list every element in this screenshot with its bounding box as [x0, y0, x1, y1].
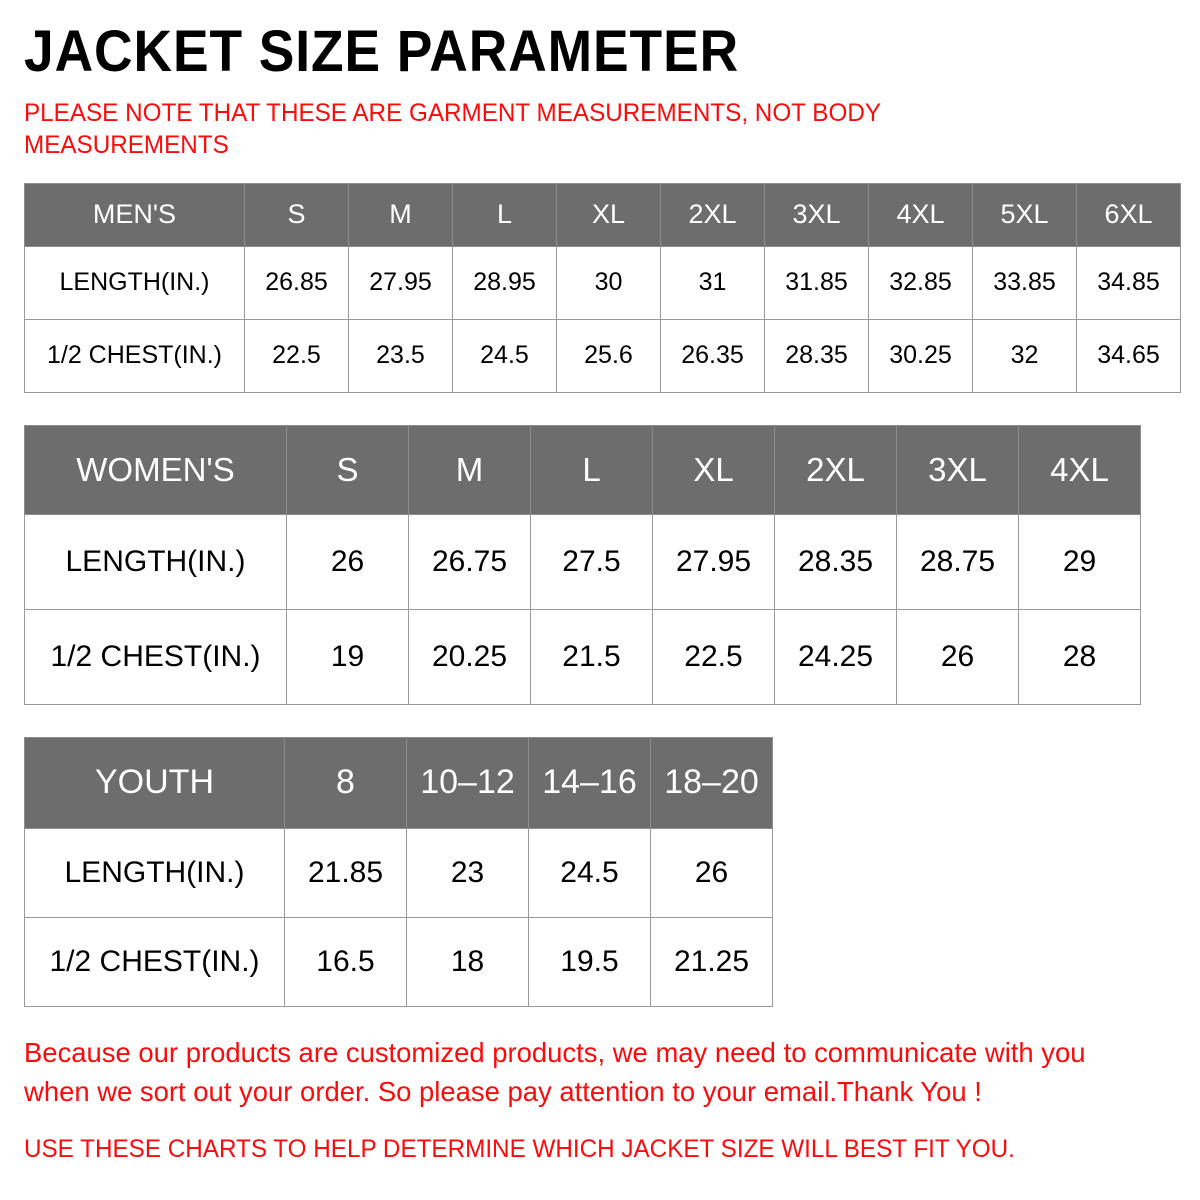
youth-header-size-14-16: 14–16 [528, 736, 651, 829]
womens-size-table: WOMEN'S S M L XL 2XL 3XL 4XL LENGTH(IN.)… [24, 424, 1141, 705]
womens-header-size-s: S [286, 424, 409, 515]
womens-table-header: WOMEN'S S M L XL 2XL 3XL 4XL [24, 424, 1141, 515]
table-cell: 30 [556, 245, 661, 320]
mens-table-header: MEN'S S M L XL 2XL 3XL 4XL 5XL 6XL [24, 182, 1181, 247]
mens-header-size-m: M [348, 182, 453, 247]
table-row: LENGTH(IN.) 26.85 27.95 28.95 30 31 31.8… [24, 245, 1181, 320]
table-cell: 21.85 [284, 827, 407, 918]
table-cell: 20.25 [408, 608, 531, 705]
mens-header-size-xl: XL [556, 182, 661, 247]
youth-table-header: YOUTH 8 10–12 14–16 18–20 [24, 736, 773, 829]
customization-note: Because our products are customized prod… [24, 1036, 1086, 1108]
table-header-row: MEN'S S M L XL 2XL 3XL 4XL 5XL 6XL [24, 182, 1181, 247]
womens-header-size-4xl: 4XL [1018, 424, 1141, 515]
table-cell: 19 [286, 608, 409, 705]
womens-header-size-2xl: 2XL [774, 424, 897, 515]
mens-header-size-s: S [244, 182, 349, 247]
mens-header-size-6xl: 6XL [1076, 182, 1181, 247]
garment-measurement-notice: PLEASE NOTE THAT THESE ARE GARMENT MEASU… [24, 98, 881, 159]
table-row: LENGTH(IN.) 26 26.75 27.5 27.95 28.35 28… [24, 513, 1141, 610]
table-cell: 27.5 [530, 513, 653, 610]
youth-row-label-half-chest: 1/2 CHEST(IN.) [24, 916, 285, 1007]
table-cell: 23.5 [348, 318, 453, 393]
youth-header-size-10-12: 10–12 [406, 736, 529, 829]
youth-size-table: YOUTH 8 10–12 14–16 18–20 LENGTH(IN.) 21… [24, 736, 773, 1007]
footer-notes: Because our products are customized prod… [24, 1033, 1176, 1166]
mens-size-table: MEN'S S M L XL 2XL 3XL 4XL 5XL 6XL LENGT… [24, 182, 1181, 393]
table-cell: 29 [1018, 513, 1141, 610]
table-cell: 23 [406, 827, 529, 918]
womens-header-size-3xl: 3XL [896, 424, 1019, 515]
table-row: 1/2 CHEST(IN.) 19 20.25 21.5 22.5 24.25 … [24, 608, 1141, 705]
table-cell: 27.95 [652, 513, 775, 610]
table-cell: 26 [650, 827, 773, 918]
table-cell: 26 [896, 608, 1019, 705]
youth-row-label-length: LENGTH(IN.) [24, 827, 285, 918]
table-cell: 22.5 [244, 318, 349, 393]
table-cell: 22.5 [652, 608, 775, 705]
table-cell: 18 [406, 916, 529, 1007]
table-cell: 32 [972, 318, 1077, 393]
table-cell: 21.25 [650, 916, 773, 1007]
womens-row-label-half-chest: 1/2 CHEST(IN.) [24, 608, 287, 705]
table-row: LENGTH(IN.) 21.85 23 24.5 26 [24, 827, 773, 918]
mens-header-size-2xl: 2XL [660, 182, 765, 247]
womens-row-label-length: LENGTH(IN.) [24, 513, 287, 610]
table-cell: 33.85 [972, 245, 1077, 320]
table-header-row: WOMEN'S S M L XL 2XL 3XL 4XL [24, 424, 1141, 515]
table-cell: 26.85 [244, 245, 349, 320]
table-cell: 34.65 [1076, 318, 1181, 393]
mens-header-size-l: L [452, 182, 557, 247]
table-cell: 21.5 [530, 608, 653, 705]
table-cell: 24.5 [528, 827, 651, 918]
table-cell: 16.5 [284, 916, 407, 1007]
table-cell: 34.85 [1076, 245, 1181, 320]
table-cell: 28 [1018, 608, 1141, 705]
table-cell: 28.95 [452, 245, 557, 320]
table-cell: 31.85 [764, 245, 869, 320]
table-cell: 32.85 [868, 245, 973, 320]
youth-header-category: YOUTH [24, 736, 285, 829]
womens-header-size-l: L [530, 424, 653, 515]
table-cell: 24.5 [452, 318, 557, 393]
table-cell: 26.75 [408, 513, 531, 610]
mens-header-category: MEN'S [24, 182, 245, 247]
table-cell: 31 [660, 245, 765, 320]
page-title: JACKET SIZE PARAMETER [24, 19, 740, 84]
table-cell: 27.95 [348, 245, 453, 320]
mens-header-size-3xl: 3XL [764, 182, 869, 247]
table-header-row: YOUTH 8 10–12 14–16 18–20 [24, 736, 773, 829]
youth-header-size-18-20: 18–20 [650, 736, 773, 829]
table-cell: 26.35 [660, 318, 765, 393]
table-cell: 30.25 [868, 318, 973, 393]
mens-header-size-4xl: 4XL [868, 182, 973, 247]
table-cell: 28.35 [764, 318, 869, 393]
table-cell: 28.75 [896, 513, 1019, 610]
youth-header-size-8: 8 [284, 736, 407, 829]
table-cell: 24.25 [774, 608, 897, 705]
womens-table-body: LENGTH(IN.) 26 26.75 27.5 27.95 28.35 28… [24, 513, 1141, 705]
mens-row-label-half-chest: 1/2 CHEST(IN.) [24, 318, 245, 393]
mens-table-body: LENGTH(IN.) 26.85 27.95 28.95 30 31 31.8… [24, 245, 1181, 393]
youth-table-body: LENGTH(IN.) 21.85 23 24.5 26 1/2 CHEST(I… [24, 827, 773, 1007]
table-cell: 28.35 [774, 513, 897, 610]
table-cell: 26 [286, 513, 409, 610]
womens-header-size-xl: XL [652, 424, 775, 515]
table-cell: 19.5 [528, 916, 651, 1007]
womens-header-category: WOMEN'S [24, 424, 287, 515]
mens-row-label-length: LENGTH(IN.) [24, 245, 245, 320]
chart-usage-note: USE THESE CHARTS TO HELP DETERMINE WHICH… [24, 1135, 1015, 1164]
mens-header-size-5xl: 5XL [972, 182, 1077, 247]
table-row: 1/2 CHEST(IN.) 22.5 23.5 24.5 25.6 26.35… [24, 318, 1181, 393]
table-cell: 25.6 [556, 318, 661, 393]
womens-header-size-m: M [408, 424, 531, 515]
table-row: 1/2 CHEST(IN.) 16.5 18 19.5 21.25 [24, 916, 773, 1007]
